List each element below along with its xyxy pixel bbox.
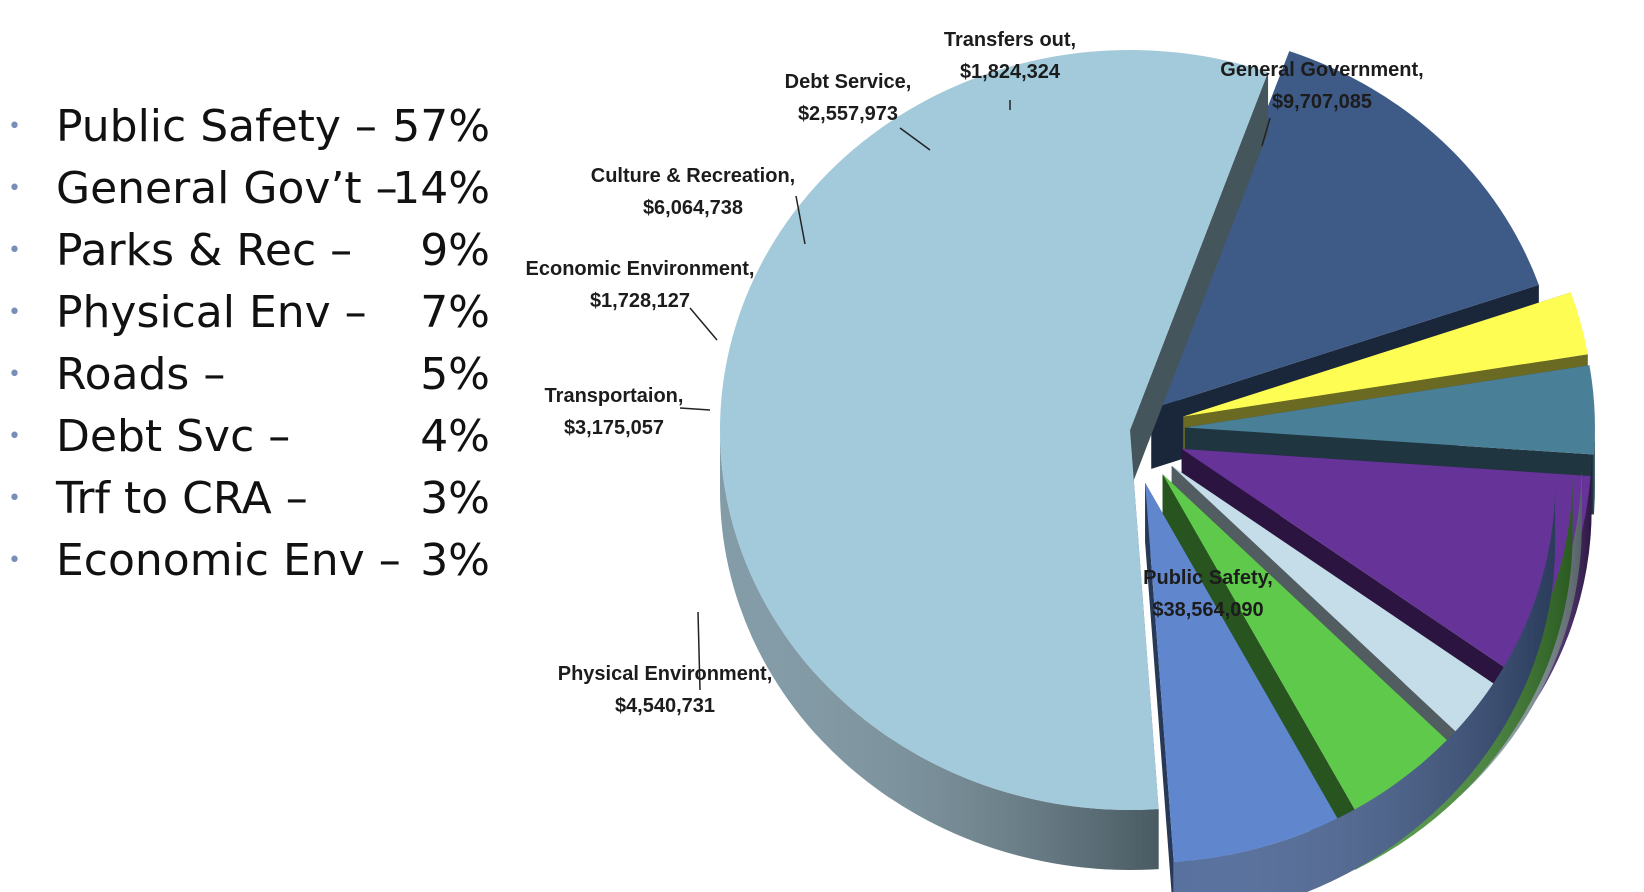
category-label: General Gov’t – [56,163,398,214]
bullet-icon: • [8,362,21,387]
category-percent: 5% [420,349,490,400]
category-label: Physical Env – [56,287,367,338]
bullet-icon: • [8,486,21,511]
category-label: Public Safety – [56,101,377,152]
list-item: • Economic Env – 3% [0,530,520,592]
category-percent: 4% [420,411,490,462]
slice-label-value: $9,707,085 [1272,91,1372,113]
category-percent-list: • Public Safety – 57% • General Gov’t –14% • P… [0,96,520,592]
list-item: • General Gov’t –14% [0,158,520,220]
slice-label-name: Physical Environment, [558,663,773,685]
slice-label-value: $4,540,731 [615,695,715,717]
slice-wall [1130,72,1269,490]
leader-line [899,127,931,151]
slice-side-shading [1593,427,1595,515]
slice-top [1183,292,1588,417]
slice-top [1181,448,1591,673]
slice-label-name: Economic Environment, [526,258,755,280]
bullet-icon: • [8,424,21,449]
leader-line [689,307,718,341]
pie-slices [719,49,1595,892]
expenditure-pie-chart: Public Safety, $38,564,090 General Governm… [526,29,1595,892]
slice-label-value: $6,064,738 [643,197,743,219]
slice-label: Culture & Recreation, $6,064,738 [591,165,795,219]
bullet-icon: • [8,548,21,573]
category-label: Trf to CRA – [56,473,308,524]
list-item: • Public Safety – 57% [0,96,520,158]
category-percent: 57% [392,101,490,152]
slice-top [1145,482,1338,862]
leader-line [1261,117,1271,147]
category-label: Roads – [56,349,226,400]
leader-line [679,407,711,411]
pie-slice [1145,482,1556,892]
slice-side-shading [719,430,1159,870]
category-percent: 7% [420,287,490,338]
slice-label-value: $3,175,057 [564,417,664,439]
list-item: • Roads – 5% [0,344,520,406]
slice-label-name: General Government, [1220,59,1423,81]
slice-labels: Public Safety, $38,564,090 General Governm… [526,29,1424,717]
category-label: Economic Env – [56,535,401,586]
bullet-icon: • [8,114,21,139]
slice-top [719,49,1269,810]
label-leader-lines [679,100,1271,691]
slice-label: General Government, $9,707,085 [1220,59,1423,113]
slice-wall [1145,482,1174,892]
slice-label: Debt Service, $2,557,973 [785,71,912,125]
category-label: Debt Svc – [56,411,291,462]
list-item: • Trf to CRA – 3% [0,468,520,530]
leader-line [697,611,701,691]
list-item: • Parks & Rec – 9% [0,220,520,282]
slice-top [1162,474,1452,810]
slice-label-name: Transportaion, [545,385,684,407]
slice-label-value: $38,564,090 [1152,599,1263,621]
slice-label: Transfers out, $1,824,324 [944,29,1076,83]
list-item: • Debt Svc – 4% [0,406,520,468]
slice-top [1151,51,1539,409]
slice-label-name: Public Safety, [1143,567,1273,589]
slice-top [1171,465,1503,736]
bullet-icon: • [8,238,21,263]
slice-side-shading [1173,482,1556,892]
leader-line [795,195,806,245]
slice-label: Transportaion, $3,175,057 [545,385,684,439]
category-percent: 3% [420,535,490,586]
category-percent: 14% [392,163,490,214]
category-percent: 9% [420,225,490,276]
category-label: Parks & Rec – [56,225,353,276]
slice-label-name: Transfers out, [944,29,1076,51]
slice-label-value: $1,728,127 [590,290,690,312]
slice-label: Physical Environment, $4,540,731 [558,663,773,717]
bullet-icon: • [8,300,21,325]
slice-label-name: Debt Service, [785,71,912,93]
slice-label-name: Culture & Recreation, [591,165,795,187]
slice-label: Economic Environment, $1,728,127 [526,258,755,312]
slice-top [1184,365,1595,455]
slice-label-value: $2,557,973 [798,103,898,125]
pie-slice [719,49,1269,870]
slice-label: Public Safety, $38,564,090 [1143,567,1273,621]
list-item: • Physical Env – 7% [0,282,520,344]
category-percent: 3% [420,473,490,524]
slice-label-value: $1,824,324 [960,61,1061,83]
bullet-icon: • [8,176,21,201]
